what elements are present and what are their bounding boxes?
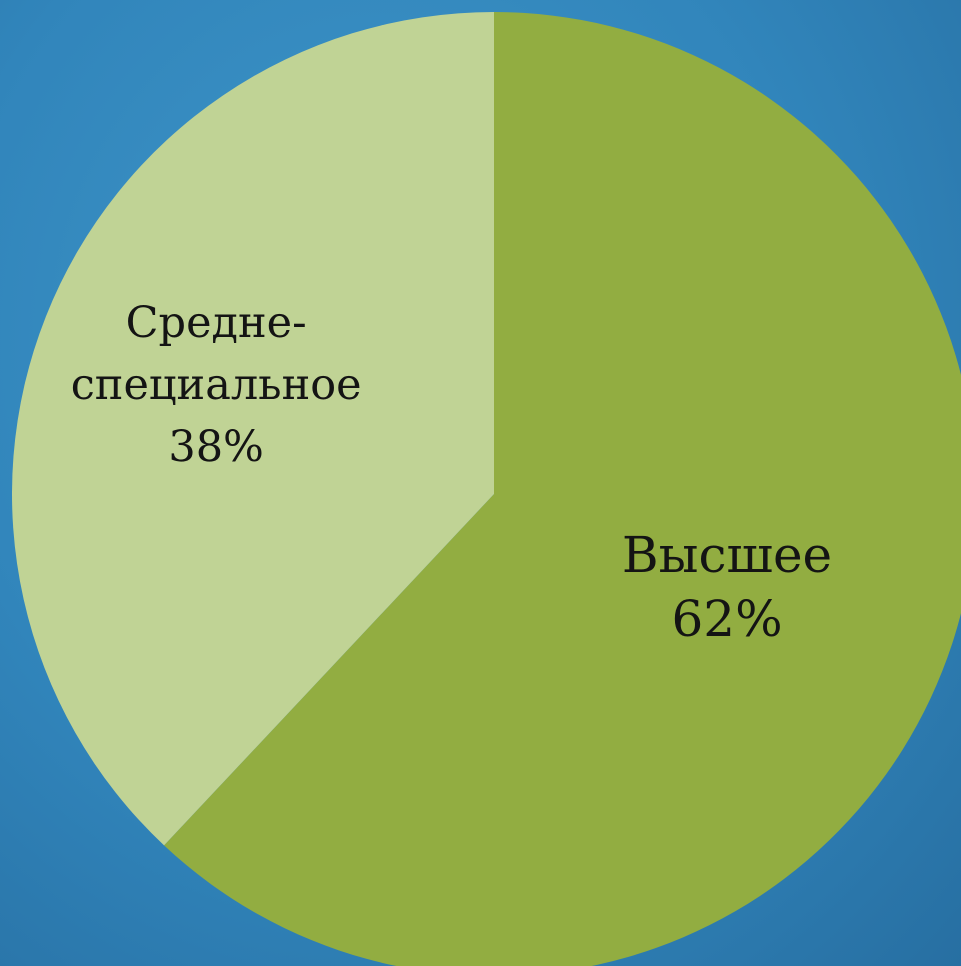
- pie-label-line: 38%: [168, 422, 264, 472]
- pie-slice-1: [164, 12, 961, 966]
- pie-slices: [12, 12, 961, 966]
- pie-slice-label-1: Высшее 62%: [622, 526, 832, 648]
- pie-slice-label-2: Средне-специальное 38%: [71, 298, 362, 472]
- pie-label-line: Средне-: [126, 298, 307, 348]
- pie-labels: Высшее 62% Средне-специальное 38%: [71, 298, 832, 648]
- pie-slice-2: [12, 12, 495, 846]
- pie-label-line: Высшее: [622, 526, 832, 584]
- pie-label-line: специальное: [71, 360, 362, 410]
- pie-label-line: 62%: [671, 590, 782, 648]
